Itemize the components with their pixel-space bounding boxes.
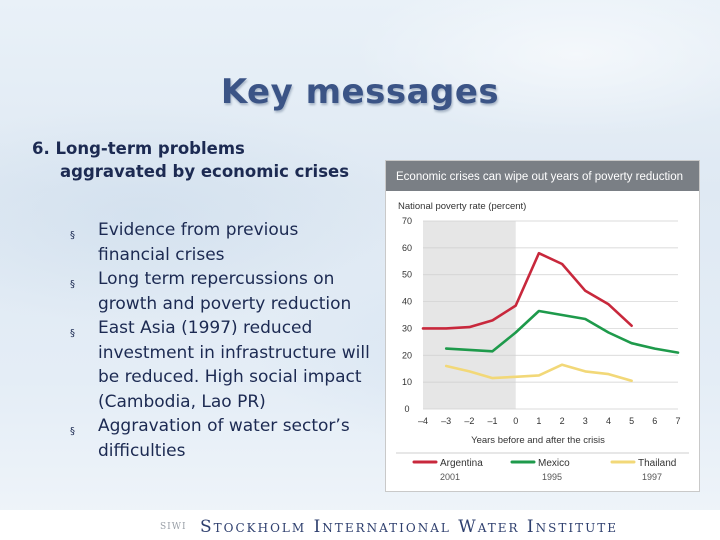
legend-label-argentina: Argentina [440,458,483,469]
x-tick-label: –4 [418,416,428,426]
y-tick-label: 50 [402,270,412,280]
bullet-item: § Aggravation of water sector’s difficult… [70,414,370,463]
bullet-marker: § [70,279,75,290]
legend-label-mexico: Mexico [538,458,570,469]
y-tick-label: 20 [402,350,412,360]
bullet-item: § Evidence from previous financial crises [70,218,370,267]
series-line-mexico [444,309,680,354]
footer-bar: SIWI Stockholm International Water Insti… [0,510,720,540]
x-tick-label: –2 [464,416,474,426]
x-tick-label: 6 [652,416,657,426]
bullet-item: § Long term repercussions on growth and p… [70,267,370,316]
x-tick-label: 2 [560,416,565,426]
slide-subtitle: 6. Long-term problems aggravated by econ… [32,137,382,183]
plot-area: 0 10 20 30 40 50 60 70 –4 –3 –2 –1 0 1 2 3 4 5 6 7 [402,216,681,426]
chart-title: Economic crises can wipe out years of po… [396,171,683,183]
poverty-chart: Economic crises can wipe out years of po… [385,160,700,492]
y-tick-label: 10 [402,377,412,387]
chart-ylabel: National poverty rate (percent) [398,201,526,212]
y-tick-label: 0 [404,404,409,414]
bullet-marker: § [70,230,75,241]
subtitle-line-2: aggravated by economic crises [60,162,350,181]
x-tick-label: 0 [513,416,518,426]
bullet-text: Long term repercussions on growth and po… [98,269,352,314]
chart-legend: Argentina 2001 Mexico 1995 Thailand 1997 [412,458,676,482]
footer-organization: Stockholm International Water Institute [200,517,618,537]
chart-title-bar [386,161,699,191]
y-tick-label: 60 [402,243,412,253]
x-tick-label: 3 [583,416,588,426]
slide-title: Key messages [220,72,500,112]
y-tick-label: 30 [402,323,412,333]
chart-xlabel: Years before and after the crisis [471,435,605,446]
bullet-text: Aggravation of water sector’s difficulti… [98,416,350,461]
subtitle-line-1: 6. Long-term problems [32,139,245,158]
x-tick-label: –3 [441,416,451,426]
series-line-argentina [421,251,633,330]
y-tick-label: 70 [402,216,412,226]
bullet-list: § Evidence from previous financial crises… [70,218,370,463]
footer-logo: SIWI [160,522,187,532]
series-line-thailand [444,363,633,383]
bullet-text: Evidence from previous financial crises [98,220,299,265]
bullet-text: East Asia (1997) reduced investment in i… [98,318,370,412]
x-tick-label: 5 [629,416,634,426]
y-tick-label: 40 [402,297,412,307]
x-tick-label: 1 [536,416,541,426]
x-tick-label: 7 [675,416,680,426]
bullet-marker: § [70,328,75,339]
legend-year-argentina: 2001 [440,472,460,482]
legend-year-thailand: 1997 [642,472,662,482]
chart-svg: Economic crises can wipe out years of po… [386,161,699,482]
bullet-marker: § [70,426,75,437]
x-tick-label: –1 [488,416,498,426]
x-tick-label: 4 [606,416,611,426]
bullet-item: § East Asia (1997) reduced investment in … [70,316,370,414]
legend-year-mexico: 1995 [542,472,562,482]
legend-label-thailand: Thailand [638,458,676,469]
